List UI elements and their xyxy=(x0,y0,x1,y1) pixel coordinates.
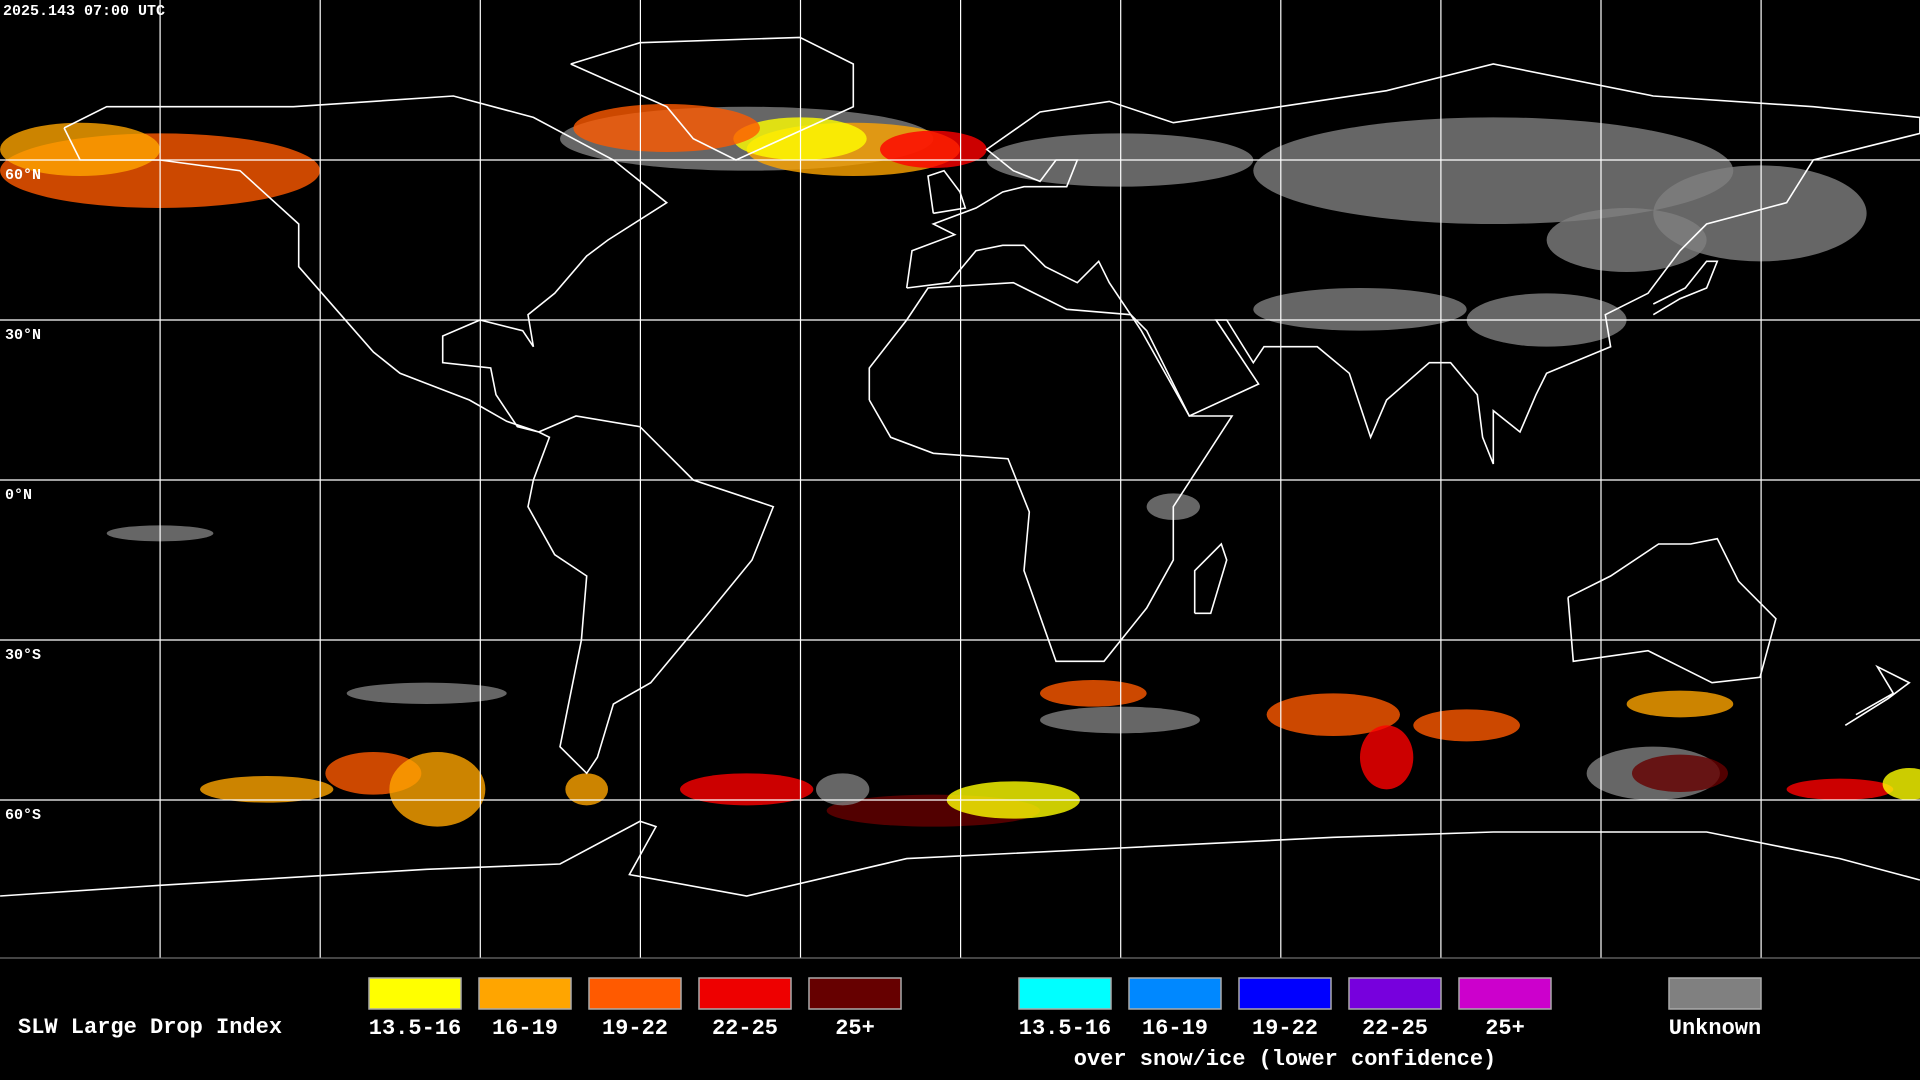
latitude-label: 30°N xyxy=(5,327,41,344)
coastline xyxy=(1567,537,1777,684)
cloud-patch xyxy=(1266,693,1400,736)
coastline xyxy=(0,820,1920,897)
legend-label: 25+ xyxy=(835,1016,875,1041)
legend-swatch xyxy=(698,977,792,1010)
cloud-patch xyxy=(880,130,987,169)
legend-swatch xyxy=(588,977,682,1010)
legend-swatch xyxy=(1018,977,1112,1010)
legend-swatch xyxy=(808,977,902,1010)
timestamp: 2025.143 07:00 UTC xyxy=(3,3,165,20)
cloud-patch xyxy=(1253,117,1734,225)
latitude-label: 0°N xyxy=(5,487,32,504)
legend-swatch xyxy=(1458,977,1552,1010)
legend-label: 16-19 xyxy=(1142,1016,1208,1041)
cloud-patch xyxy=(200,775,334,803)
legend-swatch xyxy=(1668,977,1762,1010)
cloud-patch xyxy=(346,682,507,704)
legend-label: 19-22 xyxy=(1252,1016,1318,1041)
legend-swatch xyxy=(1348,977,1442,1010)
latitude-label: 30°S xyxy=(5,647,41,664)
latitude-label: 60°N xyxy=(5,167,41,184)
cloud-patch xyxy=(1253,288,1467,331)
legend-note: over snow/ice (lower confidence) xyxy=(1074,1047,1496,1072)
legend-swatch xyxy=(1128,977,1222,1010)
cloud-patch xyxy=(1546,208,1707,273)
cloud-patch xyxy=(573,104,761,153)
legend-label: 22-25 xyxy=(1362,1016,1428,1041)
cloud-patch xyxy=(680,773,814,806)
legend-label: 13.5-16 xyxy=(369,1016,461,1041)
cloud-patch xyxy=(1359,725,1414,790)
graticule xyxy=(0,0,1920,958)
legend-label: 22-25 xyxy=(712,1016,778,1041)
cloud-patch xyxy=(1039,706,1200,734)
cloud-patch xyxy=(1413,709,1520,742)
cloud-patch xyxy=(1626,690,1734,718)
legend-swatch xyxy=(1238,977,1332,1010)
coastline xyxy=(1652,260,1719,316)
coastline xyxy=(1193,542,1228,615)
legend-swatch xyxy=(478,977,572,1010)
coastline xyxy=(905,63,1920,465)
legend-label: 16-19 xyxy=(492,1016,558,1041)
legend-label: 19-22 xyxy=(602,1016,668,1041)
cloud-patch xyxy=(1882,767,1920,800)
coastline xyxy=(63,95,669,433)
cloud-patch xyxy=(1039,679,1147,707)
coastline xyxy=(527,415,775,775)
coastline xyxy=(927,169,967,215)
cloud-patch xyxy=(389,751,486,827)
legend-title: SLW Large Drop Index xyxy=(18,1015,282,1040)
cloud-patch xyxy=(1786,778,1894,800)
coastline xyxy=(868,281,1234,663)
cloud-patch xyxy=(816,773,870,806)
coastline xyxy=(1844,664,1911,726)
cloud-patch xyxy=(0,122,161,177)
cloud-patch xyxy=(1631,754,1728,792)
latitude-label: 60°S xyxy=(5,807,41,824)
cloud-patch xyxy=(565,773,609,806)
cloud-patch xyxy=(1653,165,1867,262)
legend-swatch xyxy=(368,977,462,1010)
coastline xyxy=(570,36,855,161)
latitude-labels: 60°N 30°N 0°N 30°S 60°S xyxy=(5,167,41,824)
legend-label: 13.5-16 xyxy=(1019,1016,1111,1041)
legend: SLW Large Drop Index 13.5-16 16-19 19-22 22… xyxy=(18,977,1762,1072)
coastlines xyxy=(0,36,1920,897)
legend-label: Unknown xyxy=(1669,1016,1761,1041)
legend-label: 25+ xyxy=(1485,1016,1525,1041)
